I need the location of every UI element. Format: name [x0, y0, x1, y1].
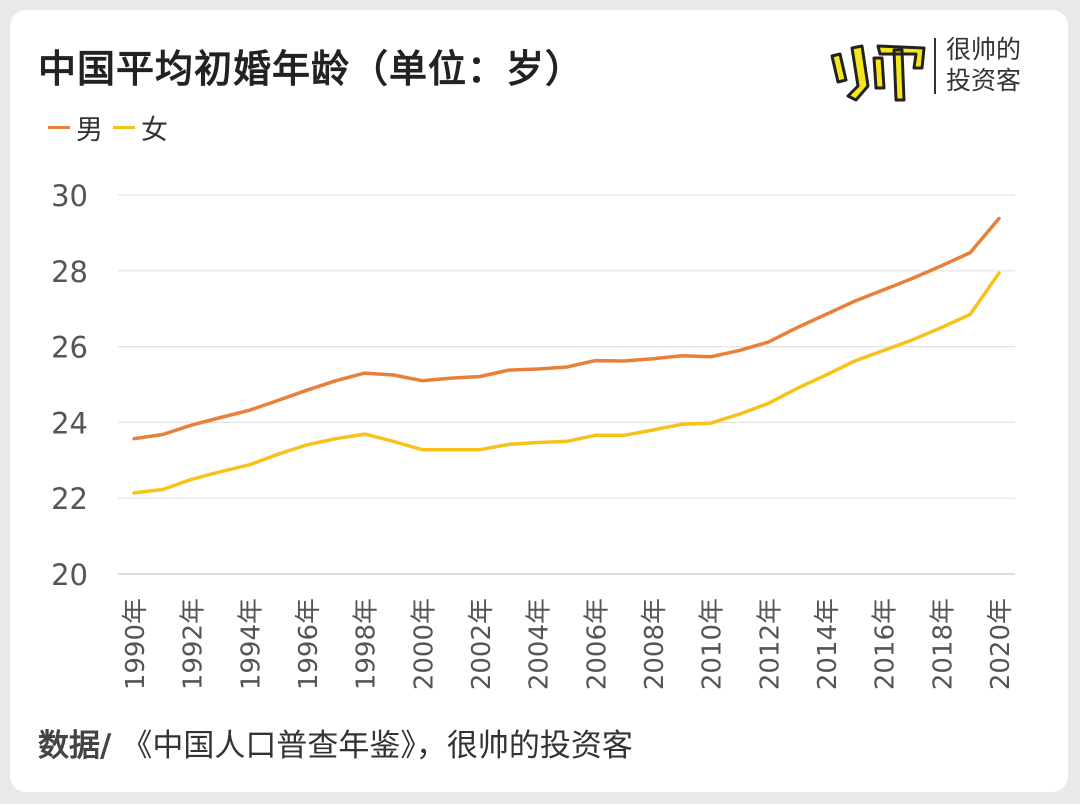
x-tick-label-1994: 1994年 [236, 598, 266, 690]
x-tick-label-2008: 2008年 [640, 598, 670, 690]
x-tick-label-2002: 2002年 [467, 598, 497, 690]
x-tick-label-2020: 2020年 [986, 598, 1016, 690]
y-tick-label-26: 26 [51, 331, 88, 365]
x-tick-label-2004: 2004年 [525, 598, 555, 690]
line-chart: 20 22 24 26 28 30 1990年 1992年 1994年 1996年 1998年 200… [51, 179, 1016, 690]
source-note: 数据/《中国人口普查年鉴》，很帅的投资客 [38, 720, 633, 765]
brand-line-2: 投资客 [946, 66, 1022, 95]
x-tick-label-1996: 1996年 [294, 598, 324, 690]
x-tick-label-2014: 2014年 [813, 598, 843, 690]
legend: 男 女 [48, 108, 168, 147]
chart-title: 中国平均初婚年龄（单位：岁） [38, 47, 585, 91]
series-line-male [132, 216, 1001, 441]
x-tick-label-1998: 1998年 [352, 598, 382, 690]
legend-label-male: 男 [76, 115, 103, 146]
y-tick-label-30: 30 [51, 179, 88, 213]
chart-card [10, 10, 1068, 792]
x-tick-label-2000: 2000年 [409, 598, 439, 690]
legend-item-female: 女 [113, 108, 168, 147]
legend-swatch-male [48, 126, 70, 129]
source-label: 数据/ [38, 728, 112, 764]
x-tick-label-2010: 2010年 [698, 598, 728, 690]
brand-logo-icon [830, 44, 926, 102]
legend-item-male: 男 [48, 108, 103, 147]
series-line-female [132, 271, 1001, 495]
legend-swatch-female [113, 126, 135, 129]
legend-label-female: 女 [141, 115, 168, 146]
x-tick-label-1990: 1990年 [121, 598, 151, 690]
brand-divider [934, 38, 936, 94]
brand-name: 很帅的 投资客 [946, 34, 1036, 96]
y-tick-label-22: 22 [51, 482, 88, 516]
source-text: 《中国人口普查年鉴》，很帅的投资客 [121, 728, 633, 764]
x-tick-label-2016: 2016年 [871, 598, 901, 690]
y-tick-label-20: 20 [51, 558, 88, 592]
x-tick-label-2012: 2012年 [755, 598, 785, 690]
y-tick-label-28: 28 [51, 255, 88, 289]
brand-line-1: 很帅的 [946, 35, 1022, 64]
x-tick-label-2018: 2018年 [928, 598, 958, 690]
y-tick-label-24: 24 [51, 406, 88, 440]
brand: 很帅的 投资客 [818, 34, 1038, 104]
x-tick-label-1992: 1992年 [179, 598, 209, 690]
x-tick-label-2006: 2006年 [582, 598, 612, 690]
